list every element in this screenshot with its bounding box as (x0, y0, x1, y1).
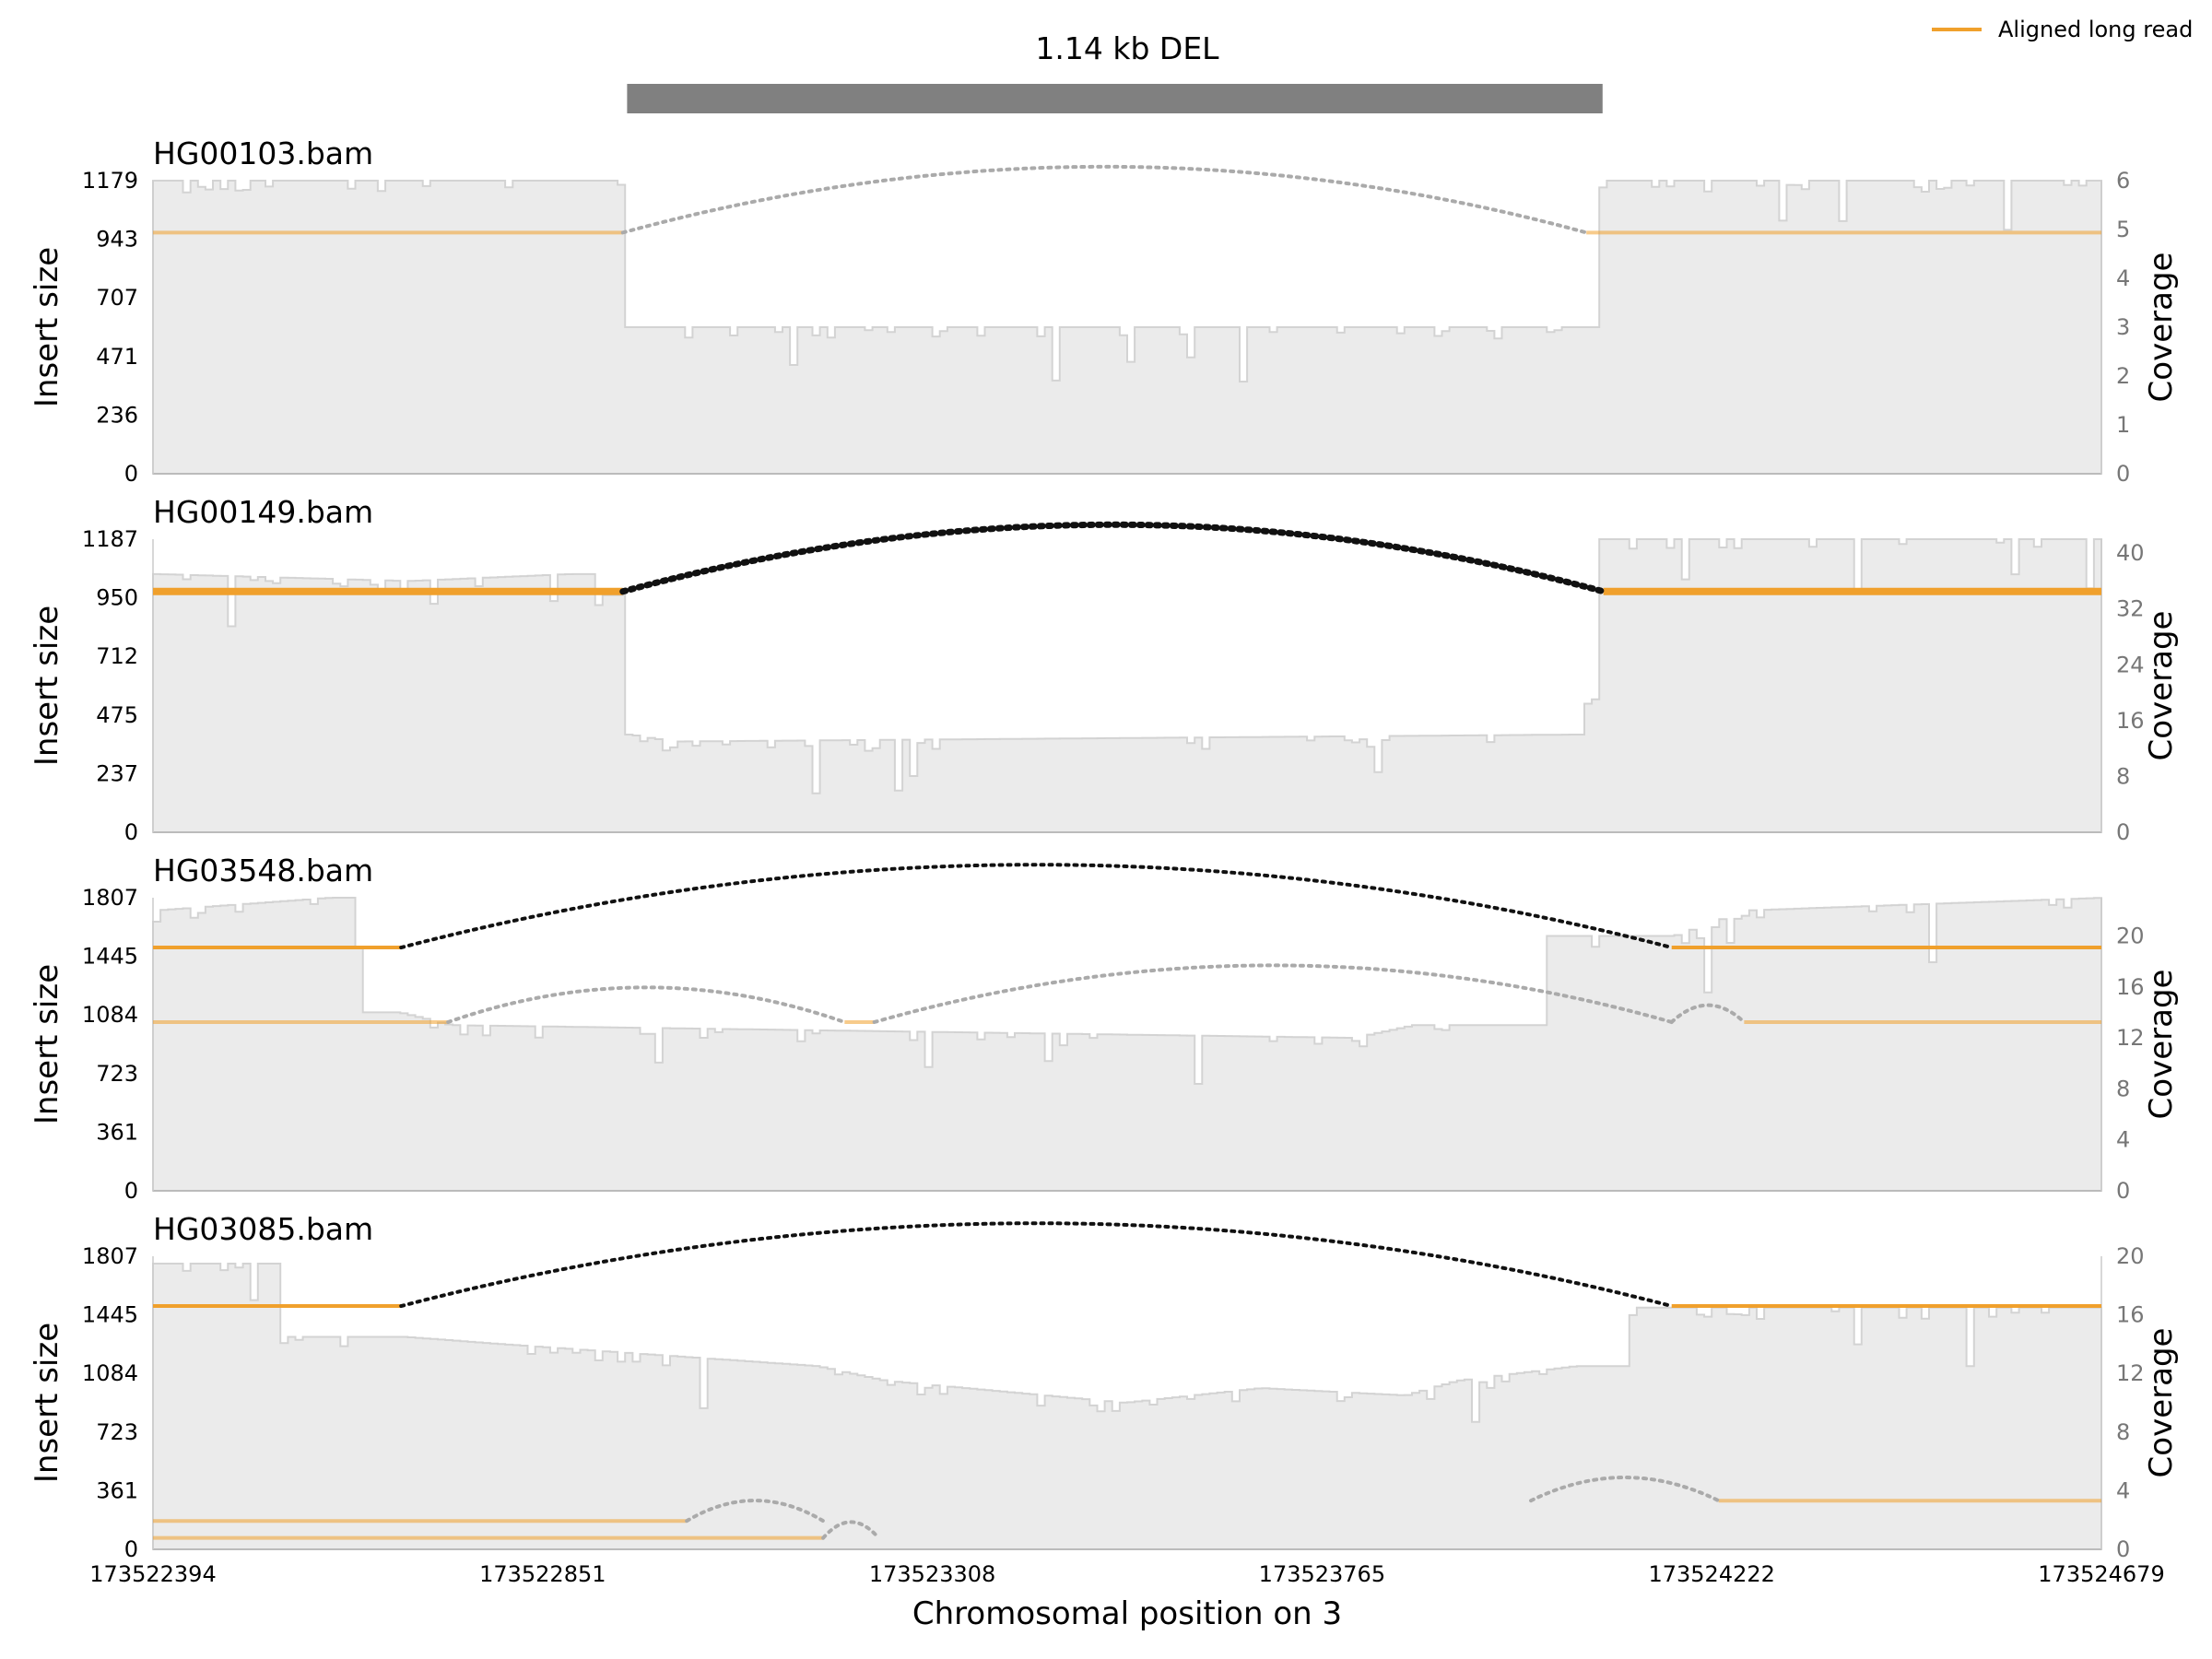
y-tick-label: 1084 (82, 1002, 138, 1028)
coverage-area (152, 180, 2102, 475)
y2-tick-label: 4 (2116, 1127, 2130, 1153)
panel-hg00149-bam: 0 237 475 712 950 1187 0 8 16 24 32 40 HG00149.bam In… (29, 494, 2180, 845)
y2-tick-label: 16 (2116, 1302, 2145, 1328)
y-tick-label: 1187 (82, 526, 138, 552)
panel-hg00103-bam: 0 236 471 707 943 1179 0 1 2 3 4 5 6 HG00103.bam Inser… (29, 135, 2180, 487)
y-tick-label: 0 (124, 1178, 138, 1204)
panel-title: HG00103.bam (153, 135, 373, 171)
y2-tick-label: 1 (2116, 412, 2130, 438)
x-axis-label: Chromosomal position on 3 (912, 1595, 1342, 1632)
y2-tick-label: 12 (2116, 1025, 2145, 1051)
panel-title: HG03085.bam (153, 1211, 373, 1247)
y-tick-label: 0 (124, 1536, 138, 1562)
deletion-bar (627, 84, 1603, 113)
x-tick-label: 173524679 (2038, 1561, 2164, 1587)
y-axis-label: Insert size (29, 1323, 65, 1483)
y2-tick-label: 6 (2116, 168, 2130, 194)
y2-tick-label: 4 (2116, 1477, 2130, 1503)
split-read-connection (821, 1520, 881, 1540)
y-tick-label: 0 (124, 461, 138, 487)
y-axis-label: Insert size (29, 606, 65, 766)
y2-tick-label: 0 (2116, 819, 2130, 845)
y-axis-label: Insert size (29, 964, 65, 1124)
y-axis-label: Insert size (29, 247, 65, 407)
y2-tick-label: 16 (2116, 708, 2145, 734)
x-tick-label: 173523765 (1259, 1561, 1385, 1587)
split-read-connection (1669, 1003, 1747, 1024)
y2-tick-label: 2 (2116, 363, 2130, 389)
panel-title: HG03548.bam (153, 853, 373, 888)
y2-tick-label: 16 (2116, 974, 2145, 1000)
coverage-area (152, 897, 2102, 1192)
y-tick-label: 707 (96, 285, 138, 311)
y2-axis-label: Coverage (2143, 970, 2180, 1120)
split-read-connection (619, 521, 1607, 595)
split-read-connection (399, 863, 1674, 950)
panel-title: HG00149.bam (153, 494, 373, 530)
y-tick-label: 361 (96, 1119, 138, 1145)
y2-axis-label: Coverage (2143, 253, 2180, 403)
y-tick-label: 943 (96, 227, 138, 253)
y-tick-label: 361 (96, 1477, 138, 1503)
y-tick-label: 237 (96, 760, 138, 786)
y-tick-label: 236 (96, 402, 138, 428)
y2-tick-label: 40 (2116, 540, 2145, 566)
x-tick-label: 173522851 (479, 1561, 606, 1587)
x-axis: 173522394 173522851 173523308 173523765 1735… (89, 1561, 2164, 1587)
y2-tick-label: 0 (2116, 1178, 2130, 1204)
split-read-connection (399, 1221, 1674, 1309)
y-tick-label: 1445 (82, 944, 138, 970)
y2-tick-label: 0 (2116, 461, 2130, 487)
y-tick-label: 1084 (82, 1360, 138, 1386)
y-tick-label: 1807 (82, 885, 138, 911)
y2-tick-label: 20 (2116, 1243, 2145, 1269)
y2-axis-label: Coverage (2143, 611, 2180, 761)
coverage-area (152, 538, 2102, 833)
y-tick-label: 950 (96, 585, 138, 611)
split-read-connection (1529, 1476, 1721, 1503)
split-read-connection (872, 963, 1674, 1024)
split-read-connection (620, 164, 1589, 235)
y2-tick-label: 12 (2116, 1360, 2145, 1386)
legend: Aligned long read (1932, 17, 2193, 42)
x-tick-label: 173524222 (1648, 1561, 1774, 1587)
split-read-connection (685, 1499, 826, 1524)
legend-label: Aligned long read (1998, 17, 2193, 42)
y-tick-label: 475 (96, 702, 138, 728)
y-tick-label: 712 (96, 643, 138, 669)
y-tick-label: 723 (96, 1061, 138, 1087)
y2-tick-label: 4 (2116, 265, 2130, 291)
y2-tick-label: 0 (2116, 1536, 2130, 1562)
y2-tick-label: 20 (2116, 923, 2145, 948)
x-tick-label: 173522394 (89, 1561, 216, 1587)
x-tick-label: 173523308 (869, 1561, 995, 1587)
panel-hg03548-bam: 0 361 723 1084 1445 1807 0 4 8 12 16 20 HG03548.bam I… (29, 853, 2180, 1204)
y2-tick-label: 32 (2116, 596, 2145, 622)
panel-hg03085-bam: 0 361 723 1084 1445 1807 0 4 8 12 16 20 HG03085.bam I… (29, 1211, 2180, 1562)
y-tick-label: 0 (124, 819, 138, 845)
y2-tick-label: 8 (2116, 1419, 2130, 1445)
split-read-connection (446, 985, 847, 1024)
y-tick-label: 471 (96, 344, 138, 370)
y2-tick-label: 8 (2116, 1076, 2130, 1101)
panels: 023647170794311790123456HG00103.bamInser… (29, 135, 2180, 1562)
y-tick-label: 1445 (82, 1302, 138, 1328)
y-tick-label: 1807 (82, 1243, 138, 1269)
y2-tick-label: 3 (2116, 314, 2130, 340)
figure-title: 1.14 kb DEL (1035, 30, 1219, 66)
y-tick-label: 723 (96, 1419, 138, 1445)
y-tick-label: 1179 (82, 168, 138, 194)
y2-tick-label: 5 (2116, 217, 2130, 242)
y2-tick-label: 8 (2116, 763, 2130, 789)
y2-tick-label: 24 (2116, 652, 2145, 677)
y2-axis-label: Coverage (2143, 1328, 2180, 1478)
